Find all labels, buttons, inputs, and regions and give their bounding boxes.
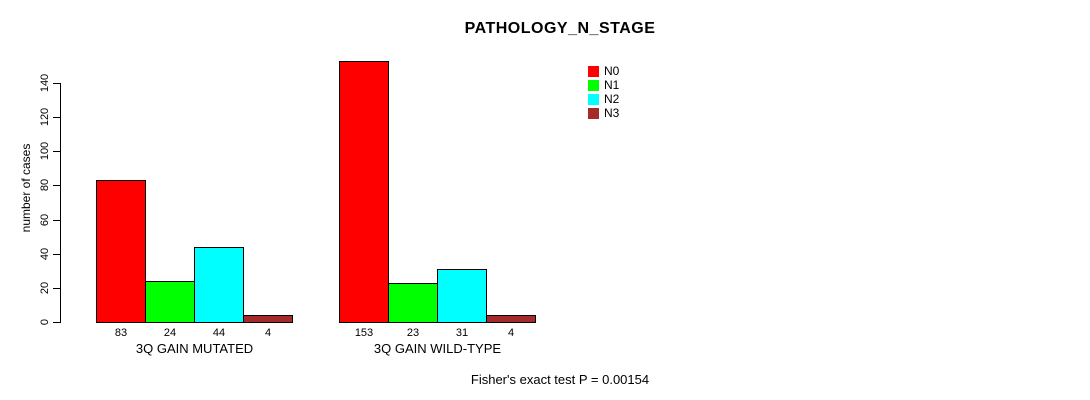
- legend: N0 N1 N2 N3: [588, 64, 620, 122]
- y-tick-label: 140: [39, 73, 51, 93]
- legend-row: N3: [588, 106, 620, 120]
- legend-swatch: [588, 108, 599, 119]
- bar-value-label: 4: [264, 327, 272, 339]
- bar: [194, 247, 244, 323]
- bar-value-label: 31: [455, 327, 469, 339]
- legend-row: N2: [588, 92, 620, 106]
- y-tick: [53, 254, 60, 255]
- bar-value-label: 23: [406, 327, 420, 339]
- y-axis-line: [60, 83, 61, 323]
- group-label: 3Q GAIN MUTATED: [135, 341, 254, 356]
- chart-title: PATHOLOGY_N_STAGE: [464, 20, 656, 37]
- y-tick: [53, 322, 60, 323]
- bar-value-label: 4: [507, 327, 515, 339]
- legend-label: N3: [604, 106, 620, 120]
- bar: [486, 315, 536, 323]
- y-tick-label: 20: [39, 281, 51, 295]
- y-tick: [53, 117, 60, 118]
- bar: [145, 281, 195, 323]
- legend-row: N1: [588, 78, 620, 92]
- legend-swatch: [588, 80, 599, 91]
- y-tick: [53, 288, 60, 289]
- y-tick-label: 100: [39, 141, 51, 161]
- bar: [243, 315, 293, 323]
- legend-swatch: [588, 66, 599, 77]
- bar-value-label: 153: [354, 327, 374, 339]
- y-tick-label: 60: [39, 213, 51, 227]
- bar: [437, 269, 487, 323]
- legend-label: N0: [604, 64, 620, 78]
- legend-label: N1: [604, 78, 620, 92]
- y-tick-label: 40: [39, 247, 51, 261]
- bar-value-label: 24: [163, 327, 177, 339]
- legend-swatch: [588, 94, 599, 105]
- y-tick: [53, 185, 60, 186]
- annotation-text: Fisher's exact test P = 0.00154: [470, 372, 650, 387]
- legend-row: N0: [588, 64, 620, 78]
- y-tick-label: 120: [39, 107, 51, 127]
- bar-value-label: 44: [212, 327, 226, 339]
- y-tick-label: 0: [39, 318, 51, 326]
- bar: [388, 283, 438, 323]
- group-label: 3Q GAIN WILD-TYPE: [373, 341, 502, 356]
- y-tick: [53, 83, 60, 84]
- bar-value-label: 83: [114, 327, 128, 339]
- legend-label: N2: [604, 92, 620, 106]
- y-tick-label: 80: [39, 178, 51, 192]
- bar: [339, 61, 389, 323]
- y-tick: [53, 220, 60, 221]
- bar: [96, 180, 146, 323]
- y-tick: [53, 151, 60, 152]
